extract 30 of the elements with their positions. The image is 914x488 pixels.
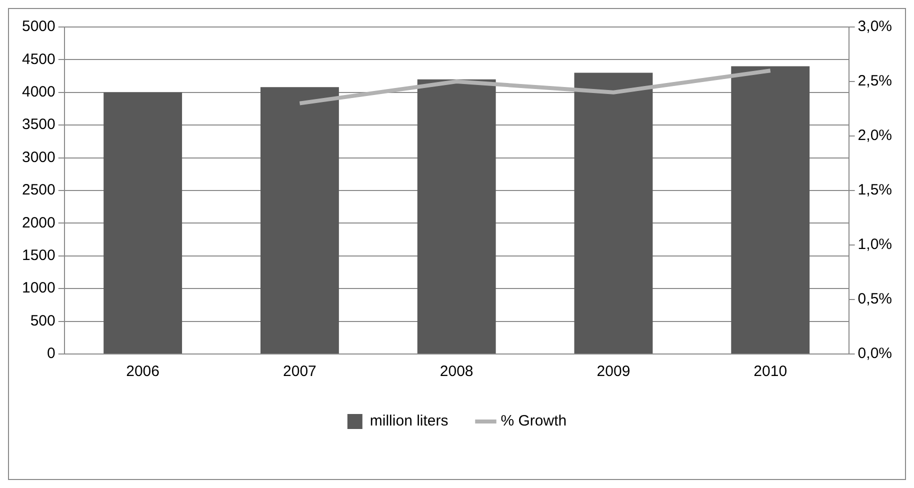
y-tick-label: 5000 xyxy=(22,18,56,36)
bar xyxy=(104,92,182,354)
y-tick-label: 4000 xyxy=(22,84,56,101)
y-tick-label: 2500 xyxy=(22,182,56,199)
y-tick-label: 1500 xyxy=(22,247,56,264)
x-tick-label: 2006 xyxy=(126,363,160,380)
x-tick-label: 2009 xyxy=(596,363,630,380)
y-tick-label: 2000 xyxy=(22,214,56,232)
y2-tick-label: 2,5% xyxy=(858,72,892,90)
x-tick-label: 2010 xyxy=(754,363,788,380)
y2-tick-label: 1,5% xyxy=(858,182,892,199)
y-tick-label: 4500 xyxy=(22,50,56,68)
y-tick-label: 1000 xyxy=(22,280,56,297)
legend-label: million liters xyxy=(370,412,448,430)
y-tick-label: 500 xyxy=(30,312,56,330)
bar xyxy=(731,66,810,354)
x-tick-label: 2007 xyxy=(283,363,316,380)
y2-tick-label: 0,0% xyxy=(858,345,892,362)
y-tick-label: 3500 xyxy=(22,116,56,134)
x-tick-label: 2008 xyxy=(440,363,474,380)
y2-tick-label: 2,0% xyxy=(858,127,892,144)
y2-tick-label: 0,5% xyxy=(858,290,892,308)
legend-label: % Growth xyxy=(500,412,567,430)
bar xyxy=(574,72,653,354)
y2-tick-label: 1,0% xyxy=(858,236,892,254)
y-tick-label: 0 xyxy=(47,345,56,362)
y-tick-label: 3000 xyxy=(22,148,56,166)
bar xyxy=(260,87,339,354)
bar xyxy=(417,79,496,354)
y2-tick-label: 3,0% xyxy=(858,18,892,36)
